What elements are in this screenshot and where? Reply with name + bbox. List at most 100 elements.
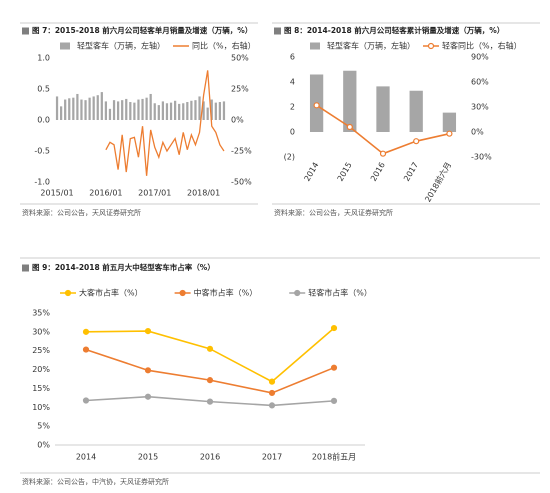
- y2-tick-label: 0%: [231, 116, 244, 125]
- bar: [202, 101, 205, 120]
- bar: [186, 102, 189, 120]
- bar: [108, 108, 112, 120]
- bar: [222, 101, 226, 120]
- x-tick-label: 2015/01: [40, 189, 73, 198]
- bar: [64, 99, 67, 120]
- bar: [100, 92, 103, 120]
- title-icon: [22, 264, 29, 272]
- bar: [409, 90, 423, 132]
- y-tick-label: -1.0: [34, 178, 50, 187]
- bar: [376, 86, 390, 132]
- line: [85, 327, 335, 383]
- bar: [206, 107, 209, 120]
- y-tick-label: 2: [290, 103, 295, 112]
- y2-tick-label: -30%: [471, 153, 492, 162]
- chart-title: 图 9：2014-2018 前五月大中轻型客车市占率（%）: [32, 262, 215, 272]
- source-note: 资料来源：公司公告，天风证券研究所: [22, 208, 141, 217]
- bar: [190, 100, 193, 120]
- line-marker: [144, 328, 152, 335]
- line-marker: [413, 138, 420, 145]
- x-tick-label: 2014: [303, 161, 321, 183]
- bar: [153, 103, 156, 120]
- bar: [125, 98, 128, 120]
- y-tick-label: -0.5: [34, 147, 50, 156]
- bar: [182, 103, 185, 120]
- y2-tick-label: 90%: [471, 53, 489, 62]
- y-tick-label: (2): [284, 153, 295, 162]
- legend-label: 中客市占率（%）: [194, 288, 258, 298]
- bar: [161, 101, 165, 120]
- x-tick-label: 2018/01: [187, 189, 220, 198]
- x-tick-label: 2017: [402, 161, 420, 183]
- y2-tick-label: 30%: [471, 103, 489, 112]
- bar: [59, 106, 63, 120]
- line-marker: [313, 102, 320, 109]
- bar: [214, 102, 217, 120]
- y2-tick-label: -25%: [231, 147, 252, 156]
- legend-marker: [294, 289, 301, 297]
- line: [85, 348, 335, 394]
- line-marker: [144, 393, 152, 400]
- legend-marker: [179, 289, 186, 297]
- line-marker: [346, 123, 353, 131]
- line-marker: [330, 324, 338, 332]
- bar: [178, 103, 181, 120]
- x-tick-label: 2018前五月: [312, 452, 356, 462]
- bar: [76, 93, 79, 120]
- y-tick-label: 25%: [32, 346, 50, 355]
- y-tick-label: 6: [290, 53, 295, 62]
- line-marker: [268, 402, 276, 409]
- legend-label: 轻型客车（万辆，左轴）: [77, 41, 165, 51]
- line-marker: [330, 364, 338, 371]
- title-icon: [22, 27, 29, 35]
- x-tick-label: 2016: [369, 161, 387, 183]
- line-marker: [82, 328, 90, 335]
- bar: [343, 70, 357, 132]
- bar: [141, 98, 144, 120]
- line-marker: [206, 377, 214, 384]
- bar: [72, 97, 75, 120]
- y-tick-label: 0.5: [37, 85, 50, 94]
- bar: [137, 99, 140, 120]
- bar: [92, 96, 95, 120]
- y-tick-label: 20%: [32, 365, 50, 374]
- y-tick-label: 10%: [32, 403, 50, 412]
- line-marker: [144, 367, 152, 374]
- bar: [112, 100, 116, 120]
- bar: [104, 101, 108, 120]
- bar: [88, 97, 91, 120]
- title-icon: [274, 27, 281, 35]
- bar: [149, 93, 152, 120]
- y-tick-label: 15%: [32, 384, 50, 393]
- y2-tick-label: -50%: [231, 178, 252, 187]
- line-marker: [82, 397, 90, 404]
- bar: [121, 100, 124, 120]
- bar: [129, 102, 132, 120]
- y2-tick-label: 60%: [471, 78, 489, 87]
- y2-tick-label: 25%: [231, 85, 249, 94]
- legend-marker: [427, 42, 435, 50]
- legend-label: 大客市占率（%）: [79, 288, 143, 298]
- line-marker: [268, 378, 276, 385]
- x-tick-label: 2017/01: [138, 189, 171, 198]
- bar: [442, 112, 457, 132]
- legend-label: 轻客同比（%，右轴）: [442, 41, 522, 51]
- legend-swatch: [310, 42, 320, 50]
- x-tick-label: 2016/01: [89, 189, 122, 198]
- bar: [169, 102, 173, 120]
- bar: [165, 103, 169, 120]
- x-tick-label: 2016: [200, 453, 220, 462]
- chart-title: 图 8：2014-2018 前六月公司轻客累计销量及增速（万辆，%）: [284, 25, 504, 35]
- x-tick-label: 2014: [76, 453, 96, 462]
- legend-marker: [64, 289, 72, 297]
- bar: [68, 98, 71, 120]
- legend-swatch: [60, 42, 70, 50]
- y-tick-label: 35%: [32, 309, 50, 318]
- line-marker: [446, 130, 453, 137]
- y-tick-label: 30%: [32, 327, 50, 336]
- source-note: 资料来源：公司公告，天风证券研究所: [274, 208, 393, 217]
- y-tick-label: 0.0: [37, 116, 50, 125]
- bar: [55, 96, 59, 120]
- y-tick-label: 4: [290, 78, 295, 87]
- x-tick-label: 2015: [336, 161, 354, 183]
